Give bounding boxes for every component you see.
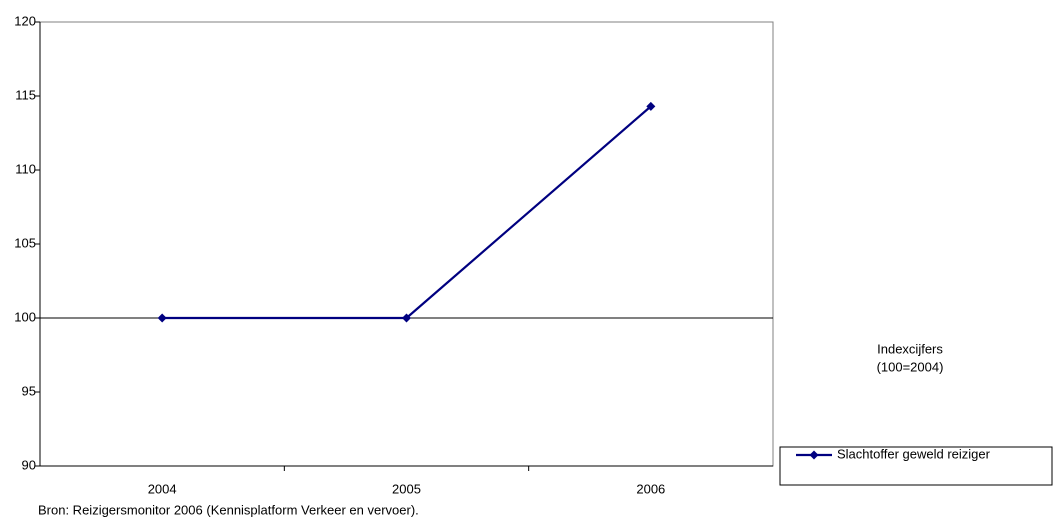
- y-tick-label: 105: [14, 235, 36, 250]
- y-tick-label: 110: [15, 161, 36, 176]
- source-note: Bron: Reizigersmonitor 2006 (Kennisplatf…: [38, 502, 419, 517]
- series-line: [162, 105, 652, 320]
- x-tick-label: 2004: [148, 481, 177, 496]
- y-tick-label: 115: [15, 87, 36, 102]
- y-tick-label: 100: [14, 309, 36, 324]
- x-tick-label: 2006: [636, 481, 665, 496]
- marker: [646, 101, 656, 111]
- marker: [402, 313, 411, 323]
- annotation: (100=2004): [877, 359, 944, 374]
- x-tick-label: 2005: [392, 481, 421, 496]
- legend-label: Slachtoffer geweld reiziger: [837, 446, 991, 461]
- y-tick-label: 90: [22, 457, 36, 472]
- legend-box: [779, 446, 1053, 486]
- y-tick-label: 120: [14, 13, 36, 28]
- marker: [157, 313, 167, 323]
- plot-area: [39, 21, 774, 467]
- y-tick-label: 95: [22, 383, 36, 398]
- annotation: Indexcijfers: [877, 341, 943, 356]
- legend-marker: [809, 450, 819, 460]
